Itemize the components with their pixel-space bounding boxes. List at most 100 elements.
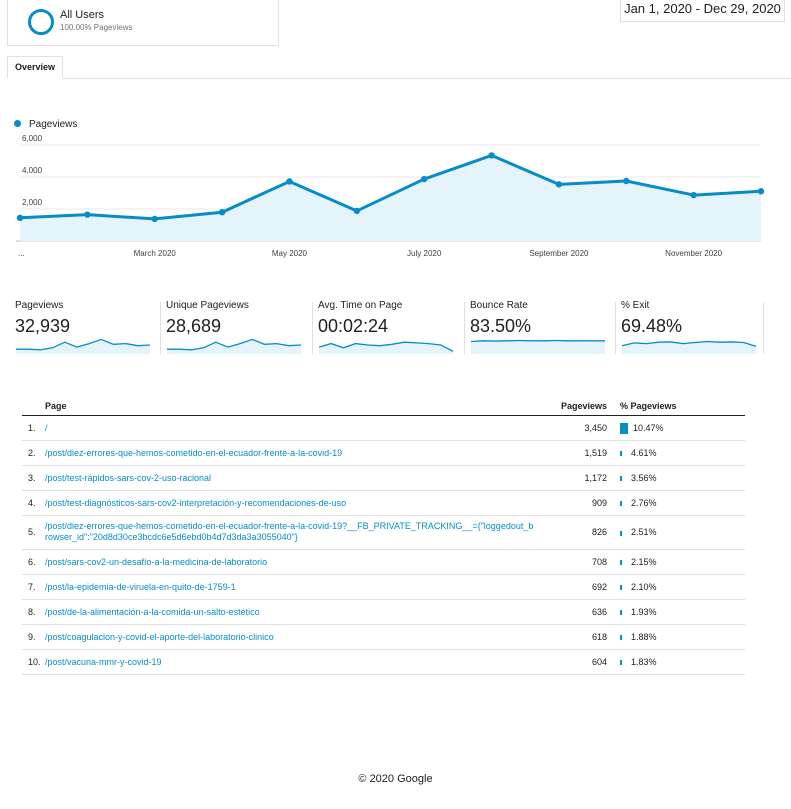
table-row: 1. / 3,450 10.47% [22,416,745,441]
sparkline-line [167,338,302,351]
row-share-bar [620,660,622,665]
table-row: 5. /post/diez-errores-que-hemos-cometido-… [22,516,745,550]
x-tick-label: March 2020 [134,249,177,258]
row-index: 8. [28,606,36,617]
table-row: 8. /post/de-la-alimentación-a-la-comida-u… [22,600,745,625]
x-tick-label: ... [18,249,25,258]
row-index: 6. [28,556,36,567]
row-index: 1. [28,422,36,433]
pageviews-line [19,153,762,221]
metric-sparkline [318,341,454,354]
metric-card[interactable]: Avg. Time on Page 00:02:24 [318,300,464,358]
data-point[interactable] [690,191,697,199]
page-link[interactable]: /post/diez-errores-que-hemos-cometido-en… [45,521,534,542]
data-point[interactable] [151,215,158,223]
page-link[interactable]: / [45,422,48,433]
row-share-bar [620,451,622,456]
data-point[interactable] [286,178,293,185]
x-tick-label: May 2020 [272,249,308,258]
row-share-bar [620,635,622,640]
metric-label: Avg. Time on Page [318,300,403,311]
row-index: 7. [28,581,36,592]
pages-table: Page Pageviews % Pageviews 1. / 3,450 10.47… [22,398,745,675]
tab-overview[interactable]: Overview [7,56,63,79]
row-pct-pageviews: 1.83% [631,656,657,667]
table-row: 3. /post/test-rápidos-sars-cov-2-uso-raci… [22,466,745,491]
sparkline-area [471,340,605,354]
table-row: 7. /post/la-epidemia-de-viruela-en-quito-… [22,575,745,600]
metric-card[interactable]: Pageviews 32,939 [15,300,161,358]
row-pageviews: 618 [591,631,607,642]
y-tick-label: 6,000 [22,134,43,143]
row-pageviews: 692 [591,581,607,592]
sparkline-line [16,338,151,351]
row-pct-pageviews: 10.47% [633,422,664,433]
col-header-page[interactable]: Page [45,401,67,411]
row-share-bar [620,585,622,590]
table-row: 6. /post/sars-cov2-un-desafío-a-la-medici… [22,550,745,575]
metric-sparkline [16,338,151,354]
data-point[interactable] [555,181,563,188]
metric-value: 69.48% [621,316,683,336]
table-row: 4. /post/test-diagnósticos-sars-cov2-inte… [22,491,745,516]
data-point[interactable] [218,209,226,216]
row-pageviews: 909 [591,497,607,508]
metric-value: 00:02:24 [318,316,389,336]
data-point[interactable] [623,177,630,185]
date-range-picker[interactable]: Jan 1, 2020 - Dec 29, 2020 [620,0,785,22]
metric-card[interactable]: Bounce Rate 83.50% [470,300,616,358]
segment-selector[interactable]: All Users 100.00% Pageviews [7,0,279,46]
col-header-pct-pageviews[interactable]: % Pageviews [620,401,677,411]
metric-label: Pageviews [15,300,64,311]
metric-label: % Exit [621,300,650,311]
metric-separator [464,302,465,354]
x-tick-label: July 2020 [407,249,442,258]
page-link[interactable]: /post/de-la-alimentación-a-la-comida-un-… [45,606,260,617]
table-row: 10. /post/vacuna-mmr-y-covid-19 604 1.83% [22,650,745,675]
data-point[interactable] [353,207,361,215]
row-share-bar [620,530,622,536]
row-pct-pageviews: 2.51% [631,527,657,537]
row-pageviews: 1,172 [584,472,607,483]
page-link[interactable]: /post/test-diagnósticos-sars-cov2-interp… [45,497,347,508]
sparkline-area [622,341,756,354]
data-point[interactable] [757,188,765,195]
metric-card[interactable]: % Exit 69.48% [621,300,767,358]
metric-value: 28,689 [166,316,222,336]
page-link[interactable]: /post/diez-errores-que-hemos-cometido-en… [45,447,343,458]
y-tick-label: 4,000 [22,166,43,175]
sparkline-area [16,339,150,354]
x-tick-label: September 2020 [529,249,589,258]
table-body: 1. / 3,450 10.47% 2. /post/diez-errores-que-h… [22,416,745,675]
row-pageviews: 1,519 [584,447,607,458]
page-link[interactable]: /post/vacuna-mmr-y-covid-19 [45,656,162,667]
data-point[interactable] [488,152,495,159]
sparkline-area [167,339,301,354]
sparkline-line [318,341,454,352]
pageviews-chart: 2,000 4,000 6,000... March 2020 May 2020 July… [16,134,765,258]
data-point[interactable] [16,214,24,221]
data-point[interactable] [420,175,428,183]
row-index: 2. [28,447,36,458]
row-index: 5. [28,527,36,537]
pageviews-area [20,155,761,241]
page-link[interactable]: /post/la-epidemia-de-viruela-en-quito-de… [45,581,236,592]
x-tick-label: November 2020 [665,249,722,258]
metric-separator [615,302,616,354]
col-header-pageviews[interactable]: Pageviews [560,401,607,411]
row-share-bar [620,560,622,565]
page-link[interactable]: /post/coagulacion-y-covid-el-aporte-del-… [45,631,274,642]
metric-sparkline [167,338,302,354]
metric-card[interactable]: Unique Pageviews 28,689 [166,300,312,358]
page-link[interactable]: /post/test-rápidos-sars-cov-2-uso-racion… [45,472,212,483]
sparkline-line [470,339,605,343]
row-index: 9. [28,631,36,642]
page-link[interactable]: /post/sars-cov2-un-desafío-a-la-medicina… [45,556,268,567]
table-row: 9. /post/coagulacion-y-covid-el-aporte-de… [22,625,745,650]
chart-legend: Pageviews [14,119,77,130]
metric-value: 83.50% [470,316,532,336]
row-share-bar [620,610,622,615]
metric-sparkline [621,340,757,354]
data-point[interactable] [84,211,91,218]
metric-separator [763,302,764,354]
